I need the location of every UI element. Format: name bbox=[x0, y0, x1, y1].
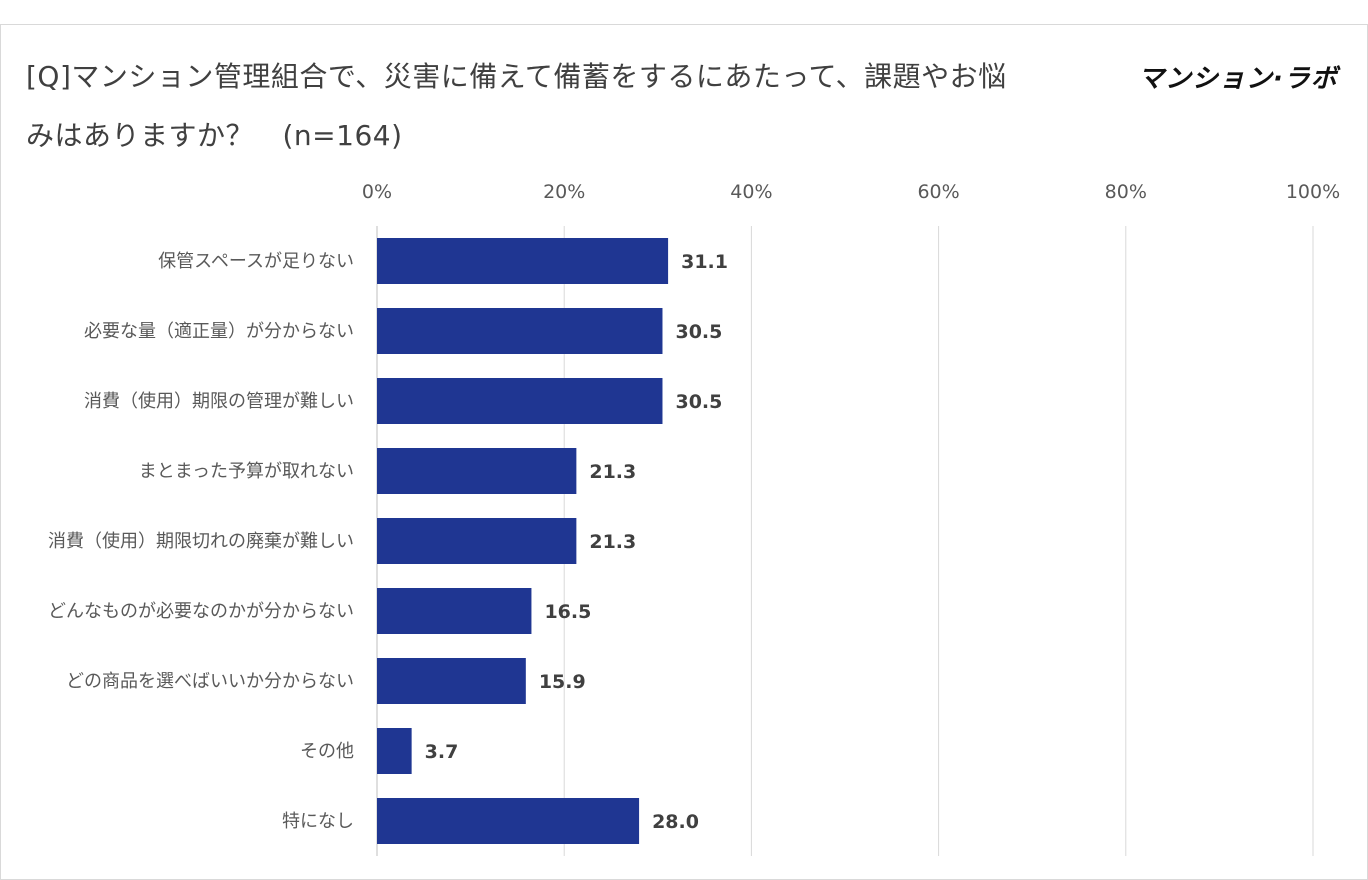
bar-2 bbox=[377, 378, 663, 424]
x-tick-label: 60% bbox=[917, 181, 959, 203]
category-label: どの商品を選べばいいか分からない bbox=[66, 671, 354, 692]
data-label: 30.5 bbox=[675, 391, 722, 413]
x-tick-label: 0% bbox=[362, 181, 392, 203]
x-axis-ticks: 0% 20% 40% 60% 80% 100% bbox=[362, 181, 1340, 203]
chart-frame bbox=[0, 24, 1368, 880]
data-label: 3.7 bbox=[425, 741, 459, 763]
category-label: まとまった予算が取れない bbox=[139, 461, 354, 482]
x-tick-label: 40% bbox=[730, 181, 772, 203]
bar-4 bbox=[377, 518, 577, 564]
category-label: 特になし bbox=[282, 811, 354, 832]
bar-6 bbox=[377, 658, 526, 704]
data-label: 16.5 bbox=[544, 601, 591, 623]
x-tick-label: 20% bbox=[543, 181, 585, 203]
data-label: 30.5 bbox=[675, 321, 722, 343]
category-label: 必要な量（適正量）が分からない bbox=[84, 321, 354, 342]
x-tick-label: 100% bbox=[1286, 181, 1340, 203]
bars bbox=[377, 238, 669, 844]
bar-3 bbox=[377, 448, 577, 494]
chart-title-line-2: みはありますか？ (n=164) bbox=[26, 119, 403, 152]
data-label: 28.0 bbox=[652, 811, 699, 833]
category-label: 消費（使用）期限の管理が難しい bbox=[84, 391, 354, 412]
data-labels: 31.1 30.5 30.5 21.3 21.3 16.5 15.9 3.7 28.0 bbox=[425, 251, 728, 833]
category-labels: 保管スペースが足りない必要な量（適正量）が分からない消費（使用）期限の管理が難し… bbox=[48, 251, 354, 832]
bar-8 bbox=[377, 798, 640, 844]
data-label: 21.3 bbox=[589, 461, 636, 483]
category-label: 消費（使用）期限切れの廃棄が難しい bbox=[48, 531, 354, 552]
brand-logo: マンション·ラボ bbox=[1138, 64, 1338, 94]
category-label: その他 bbox=[300, 741, 354, 762]
data-label: 31.1 bbox=[681, 251, 728, 273]
bar-5 bbox=[377, 588, 532, 634]
x-tick-label: 80% bbox=[1105, 181, 1147, 203]
bar-7 bbox=[377, 728, 412, 774]
data-label: 21.3 bbox=[589, 531, 636, 553]
chart-title-line-1: [Q]マンション管理組合で、災害に備えて備蓄をするにあたって、課題やお悩 bbox=[26, 60, 1007, 93]
bar-1 bbox=[377, 308, 663, 354]
category-label: 保管スペースが足りない bbox=[158, 251, 354, 272]
category-label: どんなものが必要なのかが分からない bbox=[48, 601, 354, 622]
bar-0 bbox=[377, 238, 669, 284]
data-label: 15.9 bbox=[539, 671, 586, 693]
